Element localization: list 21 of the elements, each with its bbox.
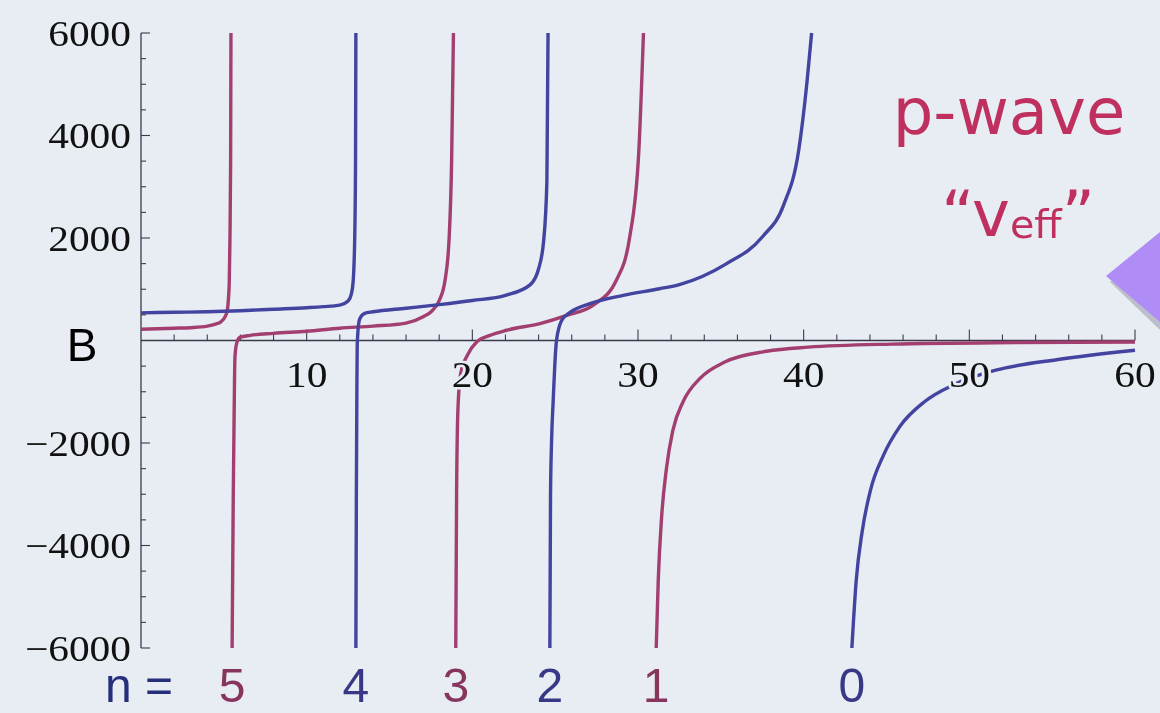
line-series <box>139 31 233 331</box>
series-label: 2 <box>536 659 564 712</box>
y-tick-label: −4000 <box>24 525 131 566</box>
y-tick-label: 2000 <box>48 218 131 258</box>
y-tick-label: 6000 <box>48 13 131 53</box>
y-tick-label: −2000 <box>24 423 131 463</box>
series-label: 1 <box>642 659 670 712</box>
text: p-wave <box>892 75 1126 149</box>
series-label: 0 <box>838 659 866 712</box>
x-axis-title: B <box>66 318 98 371</box>
x-tick-label: 40 <box>782 354 825 394</box>
x-tick-label: 60 <box>1114 354 1156 394</box>
line-series <box>139 31 358 315</box>
line-series <box>354 31 550 650</box>
x-tick-label: 10 <box>285 354 328 394</box>
x-tick-label: 30 <box>617 354 659 394</box>
series-label: 3 <box>442 659 470 712</box>
series-label: 4 <box>342 659 370 712</box>
y-tick-label: 4000 <box>48 115 131 156</box>
y-tick-label: −6000 <box>24 628 131 668</box>
series-label: 5 <box>218 659 246 712</box>
